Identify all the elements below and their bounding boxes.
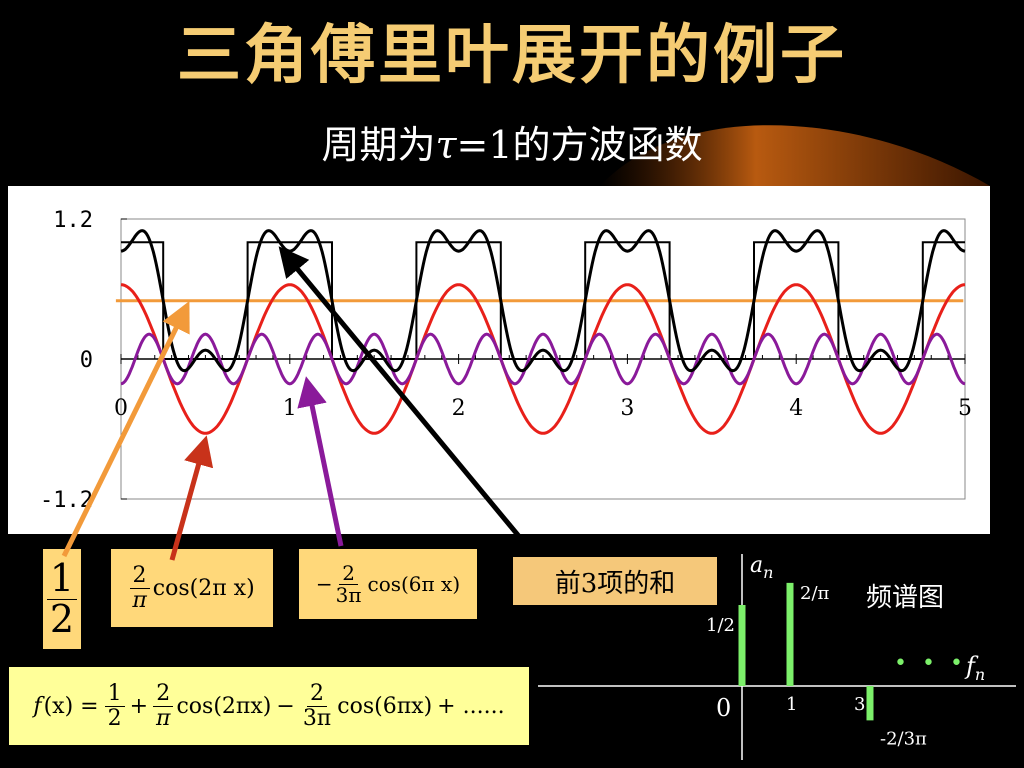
dc-denominator: 2 bbox=[49, 596, 75, 641]
spectrum-title: 频谱图 bbox=[866, 583, 944, 613]
spectrum-tick-label-1: 1 bbox=[786, 694, 797, 715]
third-denominator: 3π bbox=[335, 582, 362, 607]
y-tick-label: 0 bbox=[80, 348, 93, 373]
third-numerator: 2 bbox=[339, 562, 358, 585]
spectrum-origin-label: 0 bbox=[716, 694, 731, 722]
fundamental-expr: cos(2π x) bbox=[152, 575, 255, 601]
dc-fraction: 1 2 bbox=[46, 558, 78, 641]
series-partial-sum-3 bbox=[120, 229, 966, 373]
series-term2-expr: cos(2πx) bbox=[176, 693, 272, 719]
dc-term-box: 1 2 bbox=[42, 548, 82, 650]
spectrum-value-label-1: 2/π bbox=[800, 583, 830, 604]
dc-numerator: 1 bbox=[46, 558, 78, 600]
series-term3-den: 3π bbox=[302, 705, 332, 731]
x-tick-label: 2 bbox=[452, 396, 466, 421]
series-term3-expr: cos(6πx) bbox=[337, 693, 433, 719]
fundamental-denominator: π bbox=[132, 587, 147, 613]
spectrum-bar-3 bbox=[866, 686, 874, 721]
series-op1: + bbox=[129, 693, 149, 719]
x-tick-label: 3 bbox=[620, 396, 634, 421]
series-third-harmonic bbox=[120, 332, 966, 386]
plot-panel: 1.2 0 -1.2 0 1 2 3 4 5 bbox=[8, 186, 990, 534]
series-term1-den: 2 bbox=[107, 705, 122, 731]
x-tick-label: 4 bbox=[789, 396, 803, 421]
third-expr: cos(6π x) bbox=[367, 572, 461, 596]
spectrum-tick-label-3: 3 bbox=[854, 694, 865, 715]
fundamental-fraction: 2 π bbox=[129, 564, 150, 613]
series-lhs: f bbox=[33, 693, 42, 719]
series-term3-num: 2 bbox=[307, 682, 328, 707]
subtitle-tau: τ bbox=[435, 123, 457, 167]
partial-sum-label: 前3项的和 bbox=[512, 556, 718, 606]
series-tail: + ...... bbox=[437, 693, 505, 719]
series-formula-box: f (x) = 1 2 + 2 π cos(2πx) − 2 3π cos(6π… bbox=[8, 666, 530, 746]
spectrum-bar-0 bbox=[738, 605, 746, 686]
fourier-chart: 1.2 0 -1.2 0 1 2 3 4 5 bbox=[40, 208, 972, 513]
spectrum-y-label-sub: n bbox=[763, 563, 773, 582]
fundamental-numerator: 2 bbox=[129, 564, 150, 589]
subtitle-prefix: 周期为 bbox=[321, 123, 436, 167]
series-term1-num: 1 bbox=[104, 682, 125, 707]
x-tick-label: 5 bbox=[958, 396, 972, 421]
x-tick-label: 1 bbox=[283, 396, 297, 421]
x-tick-label: 0 bbox=[114, 396, 128, 421]
spectrum-value-label-0: 1/2 bbox=[706, 615, 735, 636]
spectrum-value-label-3: -2/3π bbox=[880, 728, 927, 749]
series-term1: 1 2 bbox=[104, 682, 125, 731]
spectrum-x-label-sub: n bbox=[975, 665, 985, 684]
y-tick-label: -1.2 bbox=[40, 488, 93, 513]
y-tick-label: 1.2 bbox=[53, 208, 93, 233]
spectrum-x-label: fn bbox=[964, 652, 985, 684]
subtitle-suffix: =1的方波函数 bbox=[456, 123, 703, 167]
third-harmonic-box: − 2 3π cos(6π x) bbox=[298, 548, 478, 620]
series-op2: − bbox=[276, 693, 295, 719]
spectrum-y-label: an bbox=[750, 553, 773, 582]
series-fundamental bbox=[120, 283, 966, 435]
fundamental-term-box: 2 π cos(2π x) bbox=[110, 548, 274, 628]
series-term3: 2 3π bbox=[300, 682, 334, 729]
spectrum-ellipsis: • • • bbox=[894, 651, 967, 676]
third-sign: − bbox=[315, 572, 333, 596]
series-term2-den: π bbox=[156, 705, 171, 731]
series-term2-num: 2 bbox=[153, 682, 174, 707]
decorative-swoosh bbox=[600, 125, 990, 186]
slide-subtitle: 周期为τ=1的方波函数 bbox=[0, 114, 1024, 169]
slide-title: 三角傅里叶展开的例子 bbox=[177, 19, 847, 93]
spectrum-bar-1 bbox=[786, 582, 794, 686]
series-term2: 2 π bbox=[153, 682, 174, 731]
spectrum-chart: an 频谱图 fn• • • 0 1/2 1 2/π 3 -2/3π bbox=[538, 553, 1016, 760]
series-lhs-arg: (x) = bbox=[43, 693, 99, 719]
third-fraction: 2 3π bbox=[333, 562, 365, 607]
